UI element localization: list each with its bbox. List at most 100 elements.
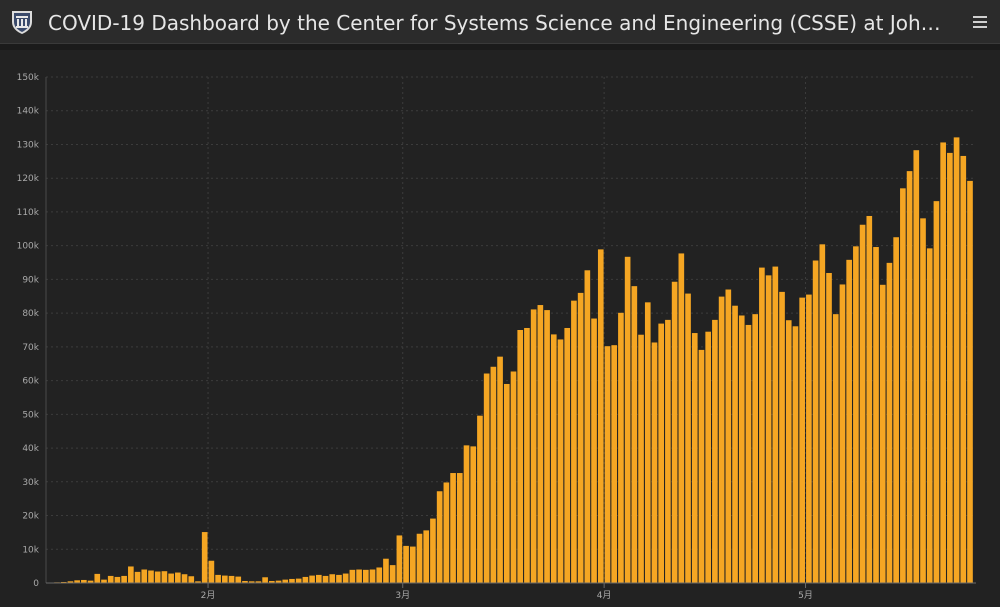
bar[interactable] — [879, 284, 886, 583]
bar[interactable] — [336, 574, 342, 583]
bar[interactable] — [248, 581, 255, 583]
bar[interactable] — [900, 188, 906, 583]
bar[interactable] — [806, 294, 812, 583]
bar[interactable] — [60, 581, 67, 583]
bar[interactable] — [128, 566, 134, 583]
bar[interactable] — [188, 576, 195, 583]
bar[interactable] — [463, 445, 470, 583]
bar[interactable] — [571, 300, 577, 583]
bar[interactable] — [430, 518, 436, 583]
bar[interactable] — [161, 571, 168, 583]
bar[interactable] — [846, 259, 852, 583]
bar[interactable] — [772, 266, 779, 583]
bar[interactable] — [933, 201, 940, 583]
bar[interactable] — [947, 152, 953, 583]
bar[interactable] — [497, 356, 503, 583]
bar[interactable] — [926, 248, 933, 583]
bar[interactable] — [752, 314, 758, 583]
bar[interactable] — [524, 327, 530, 583]
bar[interactable] — [732, 305, 738, 583]
bar[interactable] — [436, 491, 443, 583]
bar[interactable] — [812, 260, 819, 583]
bar[interactable] — [201, 532, 208, 583]
bar[interactable] — [175, 572, 181, 583]
bar[interactable] — [403, 545, 409, 583]
bar[interactable] — [416, 533, 423, 583]
bar[interactable] — [215, 574, 221, 583]
bar[interactable] — [148, 570, 154, 583]
bar[interactable] — [107, 575, 114, 583]
bar[interactable] — [705, 331, 711, 583]
bar[interactable] — [101, 579, 107, 583]
bar[interactable] — [289, 578, 295, 583]
bar[interactable] — [960, 155, 967, 583]
bar[interactable] — [228, 575, 235, 583]
bar[interactable] — [141, 569, 148, 583]
bar[interactable] — [611, 345, 618, 583]
bar[interactable] — [369, 569, 376, 583]
bar[interactable] — [74, 580, 80, 583]
hamburger-menu-icon[interactable] — [968, 10, 992, 34]
bar[interactable] — [302, 576, 309, 583]
bar[interactable] — [550, 334, 557, 583]
bar[interactable] — [886, 262, 893, 583]
bar[interactable] — [853, 246, 859, 583]
bar[interactable] — [665, 319, 671, 583]
bar[interactable] — [577, 292, 584, 583]
bar[interactable] — [383, 558, 389, 583]
bar[interactable] — [295, 578, 302, 583]
bar[interactable] — [329, 574, 336, 583]
bar[interactable] — [235, 576, 242, 583]
bar[interactable] — [725, 289, 732, 583]
bar[interactable] — [503, 383, 510, 583]
bar[interactable] — [67, 581, 74, 583]
university-shield-icon[interactable] — [8, 8, 36, 36]
bar[interactable] — [181, 574, 188, 583]
bar[interactable] — [953, 137, 960, 583]
bar[interactable] — [282, 579, 289, 583]
bar[interactable] — [832, 314, 839, 583]
bar[interactable] — [799, 297, 805, 583]
bar[interactable] — [557, 339, 564, 583]
bar[interactable] — [322, 575, 329, 583]
bar[interactable] — [718, 296, 725, 583]
bar[interactable] — [712, 319, 718, 583]
bar[interactable] — [765, 275, 772, 583]
bar[interactable] — [81, 579, 87, 583]
bar[interactable] — [839, 284, 846, 583]
bar[interactable] — [134, 571, 141, 583]
bar[interactable] — [450, 473, 456, 583]
bar[interactable] — [564, 327, 571, 583]
bar[interactable] — [342, 573, 349, 583]
bar[interactable] — [785, 320, 792, 583]
bar[interactable] — [517, 330, 524, 583]
bar[interactable] — [87, 580, 94, 583]
bar[interactable] — [537, 305, 544, 583]
bar[interactable] — [584, 270, 591, 583]
bar[interactable] — [685, 293, 691, 583]
bar[interactable] — [168, 573, 174, 583]
bar[interactable] — [269, 580, 275, 583]
bar[interactable] — [819, 244, 826, 583]
bar[interactable] — [255, 581, 262, 583]
bar[interactable] — [658, 323, 665, 583]
bar[interactable] — [597, 249, 604, 583]
bar[interactable] — [698, 349, 705, 583]
bar[interactable] — [651, 342, 658, 583]
bar[interactable] — [262, 577, 268, 583]
bar[interactable] — [114, 576, 121, 583]
bar[interactable] — [644, 302, 651, 583]
bar[interactable] — [94, 573, 101, 583]
bar[interactable] — [409, 546, 416, 583]
bar[interactable] — [483, 373, 490, 583]
bar[interactable] — [792, 326, 799, 583]
bar[interactable] — [604, 346, 611, 583]
bar[interactable] — [530, 309, 537, 583]
bar[interactable] — [490, 366, 497, 583]
bar[interactable] — [510, 371, 517, 583]
bar[interactable] — [208, 560, 215, 583]
bar[interactable] — [913, 150, 920, 583]
bar[interactable] — [121, 575, 127, 583]
bar[interactable] — [624, 256, 631, 583]
bar[interactable] — [866, 215, 873, 584]
